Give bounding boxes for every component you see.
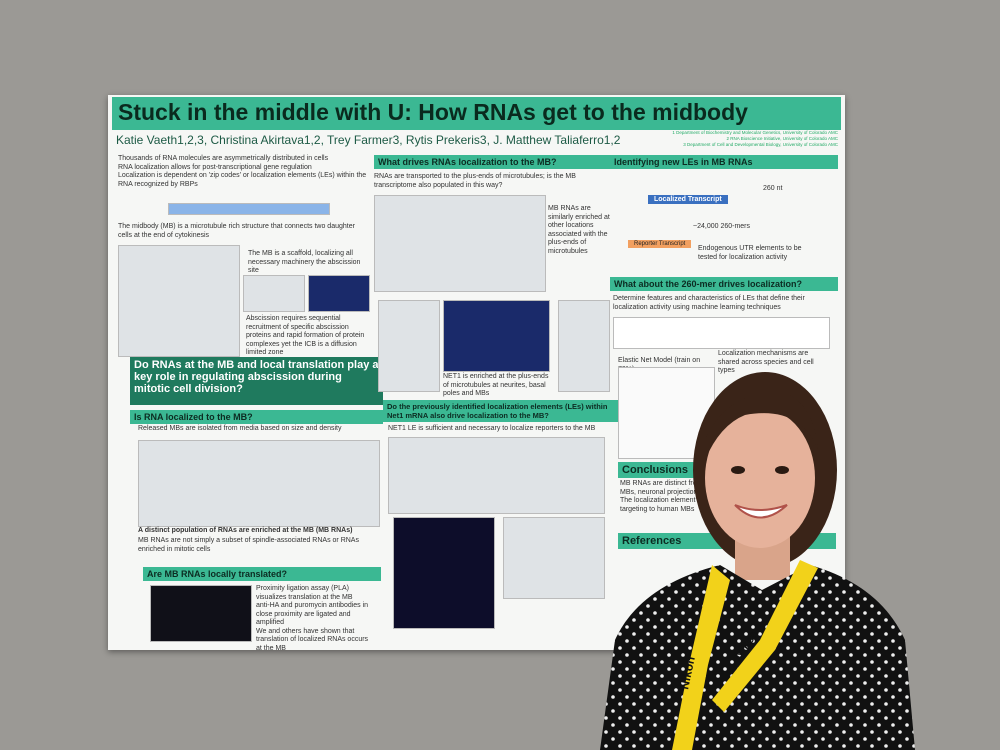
label: ~24,000 260-mers <box>693 223 751 230</box>
figure <box>118 245 240 357</box>
text: Endogenous UTR elements to be tested for… <box>698 245 802 261</box>
affiliation: 2 RNA Bioscience Initiative, University … <box>726 136 838 141</box>
label: 260 nt <box>763 185 783 192</box>
figure <box>308 275 370 312</box>
lanyard <box>712 560 818 712</box>
face <box>705 408 815 548</box>
text: NET1 is enriched at the plus-ends of mic… <box>443 373 549 397</box>
text: targeting to human MBs <box>620 505 695 513</box>
figure <box>558 300 610 392</box>
text: MB RNAs are not simply a subset of spind… <box>138 537 359 553</box>
section-text: MB RNAs are distinct from MBs, neuronal … <box>620 480 720 514</box>
text: Abscission requires sequential recruitme… <box>246 315 365 356</box>
text: Released MBs are isolated from media bas… <box>138 425 342 432</box>
text: anti-HA and puromycin antibodies in clos… <box>256 602 369 626</box>
text: We and others have shown that translatio… <box>256 627 369 652</box>
text: MB RNAs are distinct from <box>620 480 703 487</box>
label: Reporter Transcript <box>628 240 692 248</box>
key-question: Do RNAs at the MB and local translation … <box>130 357 383 405</box>
figure <box>374 195 546 292</box>
smile <box>734 504 788 519</box>
figure <box>150 585 252 642</box>
eye <box>775 466 789 474</box>
authors: Katie Vaeth1,2,3, Christina Akirtava1,2,… <box>116 133 621 147</box>
figure <box>378 300 440 392</box>
figure <box>388 437 605 514</box>
figure <box>168 203 330 215</box>
text: Proximity ligation assay (PLA) visualize… <box>256 585 353 601</box>
text: Thousands of RNA molecules are asymmetri… <box>118 155 329 162</box>
text: RNAs are transported to the plus-ends of… <box>374 173 576 189</box>
text: Localization is dependent on 'zip codes'… <box>118 172 367 188</box>
text: The midbody (MB) is a microtubule rich s… <box>118 223 355 239</box>
affiliation: 3 Department of Cell and Developmental B… <box>683 142 838 147</box>
text: Localization mechanisms are shared acros… <box>718 350 814 374</box>
label: Localized Transcript <box>648 195 728 204</box>
section-heading: Identifying new LEs in MB RNAs <box>610 155 838 169</box>
section-heading: Is RNA localized to the MB? <box>130 410 383 424</box>
section-heading: Are MB RNAs locally translated? <box>143 567 381 581</box>
figure <box>243 275 305 312</box>
hair-front <box>705 393 818 460</box>
text: MBs, neuronal projection <box>620 488 698 496</box>
figure <box>613 317 830 349</box>
title-bar: Stuck in the middle with U: How RNAs get… <box>112 97 841 130</box>
text: A distinct population of RNAs are enrich… <box>138 527 353 534</box>
text: Determine features and characteristics o… <box>613 295 805 311</box>
text: The MB is a scaffold, localizing all nec… <box>248 250 361 274</box>
text: The localization element <box>620 497 696 504</box>
section-heading: Do the previously identified localizatio… <box>383 400 621 422</box>
poster-title: Stuck in the middle with U: How RNAs get… <box>118 99 748 125</box>
section-heading: What drives RNAs localization to the MB? <box>374 155 612 169</box>
section-text: Proximity ligation assay (PLA) visualize… <box>256 585 371 653</box>
lanyard <box>672 565 730 750</box>
affiliations: 1 Department of Biochemistry and Molecul… <box>648 130 838 148</box>
text: MB RNAs are similarly enriched at other … <box>548 205 610 255</box>
lanyard-text: Nikon <box>677 655 698 691</box>
figure <box>393 517 495 629</box>
affiliation: 1 Department of Biochemistry and Molecul… <box>672 130 838 135</box>
eye <box>731 466 745 474</box>
figure <box>503 517 605 599</box>
text: RNA localization allows for post-transcr… <box>118 163 312 171</box>
figure <box>138 440 380 527</box>
text: NET1 LE is sufficient and necessary to l… <box>388 425 596 432</box>
section-heading: What about the 260-mer drives localizati… <box>610 277 838 291</box>
figure <box>443 300 550 372</box>
intro: Thousands of RNA molecules are asymmetri… <box>118 155 368 189</box>
